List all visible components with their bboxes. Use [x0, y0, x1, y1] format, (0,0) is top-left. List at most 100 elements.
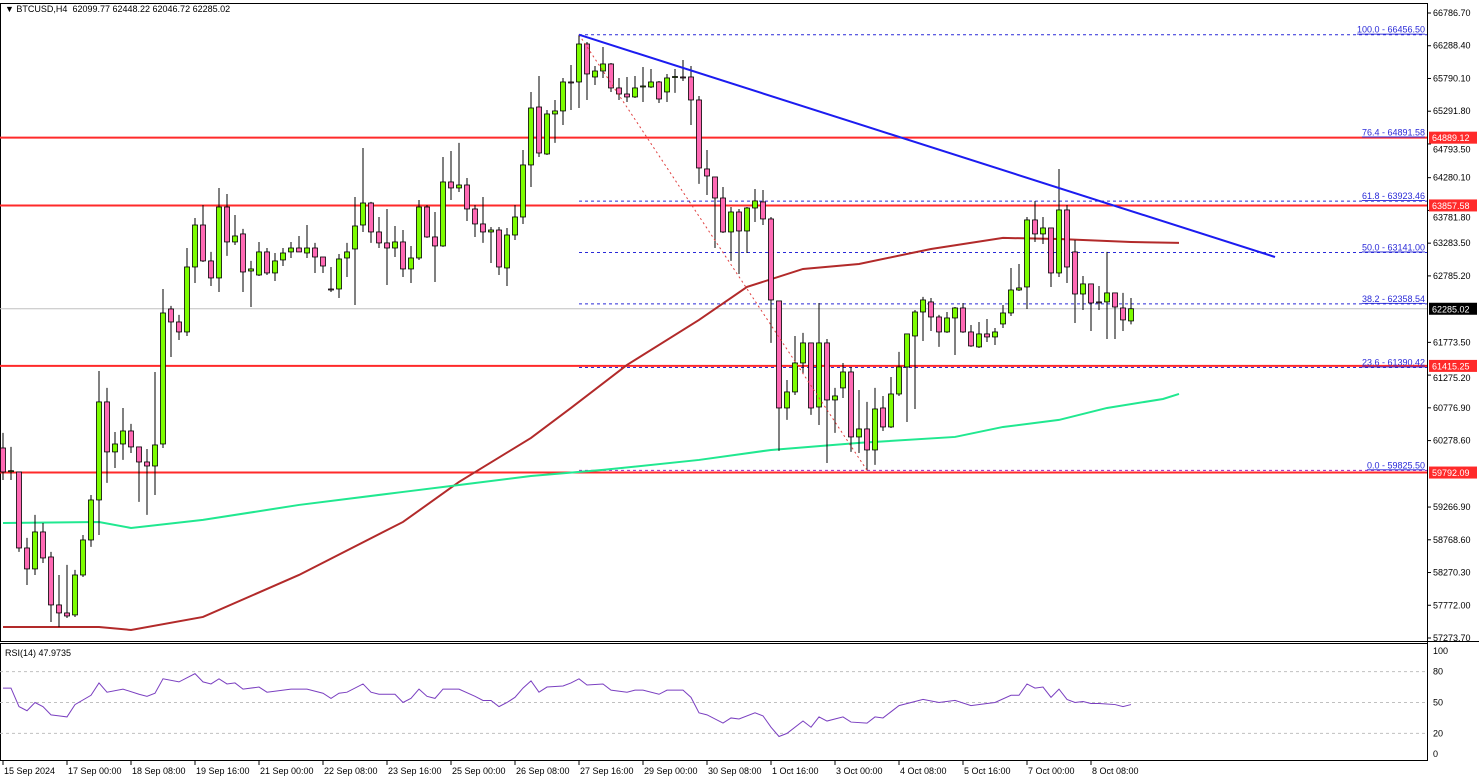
candle[interactable]: [1064, 204, 1070, 283]
candle[interactable]: [1120, 292, 1126, 331]
candle[interactable]: [728, 206, 734, 261]
candle[interactable]: [696, 95, 702, 184]
candle[interactable]: [64, 564, 70, 618]
candle[interactable]: [752, 188, 758, 222]
candle[interactable]: [184, 247, 190, 336]
candle[interactable]: [1104, 251, 1110, 339]
candle[interactable]: [1016, 263, 1022, 291]
candle[interactable]: [48, 551, 54, 622]
candle[interactable]: [40, 522, 46, 563]
candle[interactable]: [840, 362, 846, 398]
triangle-down-icon[interactable]: ▼: [5, 4, 17, 14]
candle[interactable]: [496, 226, 502, 275]
candle[interactable]: [168, 305, 174, 357]
candle[interactable]: [56, 574, 62, 627]
candle[interactable]: [336, 253, 342, 298]
candle[interactable]: [976, 321, 982, 348]
candle[interactable]: [280, 247, 286, 266]
candle[interactable]: [552, 99, 558, 143]
candle[interactable]: [72, 569, 78, 617]
candle[interactable]: [528, 91, 534, 187]
candle[interactable]: [144, 448, 150, 515]
candle[interactable]: [480, 196, 486, 243]
candle[interactable]: [24, 537, 30, 585]
candle[interactable]: [400, 229, 406, 277]
candle[interactable]: [896, 351, 902, 396]
candle[interactable]: [232, 214, 238, 245]
candle[interactable]: [312, 242, 318, 273]
candle[interactable]: [784, 379, 790, 420]
candle[interactable]: [744, 206, 750, 253]
candle[interactable]: [1000, 304, 1006, 328]
candle[interactable]: [488, 226, 494, 263]
candle[interactable]: [1032, 200, 1038, 242]
candle[interactable]: [936, 314, 942, 347]
fib-retracement-line[interactable]: [578, 34, 868, 471]
candle[interactable]: [592, 65, 598, 85]
candle[interactable]: [104, 387, 110, 483]
candle[interactable]: [424, 204, 430, 238]
candle[interactable]: [664, 73, 670, 102]
candle[interactable]: [32, 514, 38, 575]
candle[interactable]: [712, 176, 718, 248]
candle[interactable]: [1112, 292, 1118, 339]
candle[interactable]: [888, 376, 894, 428]
candle[interactable]: [352, 196, 358, 305]
candle[interactable]: [560, 77, 566, 125]
candle[interactable]: [856, 389, 862, 453]
candle[interactable]: [1128, 298, 1134, 325]
candle[interactable]: [128, 423, 134, 453]
candle[interactable]: [944, 311, 950, 333]
candle[interactable]: [504, 227, 510, 286]
candle[interactable]: [536, 75, 542, 157]
candle[interactable]: [272, 252, 278, 281]
candle[interactable]: [960, 302, 966, 333]
candle[interactable]: [520, 149, 526, 224]
candle[interactable]: [344, 242, 350, 277]
candle[interactable]: [824, 338, 830, 463]
candle[interactable]: [440, 156, 446, 247]
candle[interactable]: [1008, 267, 1014, 316]
candle[interactable]: [1088, 283, 1094, 331]
candle[interactable]: [600, 46, 606, 78]
candle[interactable]: [408, 245, 414, 283]
candle[interactable]: [1040, 216, 1046, 244]
candle[interactable]: [216, 187, 222, 292]
candle[interactable]: [1080, 275, 1086, 310]
candle[interactable]: [192, 217, 198, 283]
candle[interactable]: [864, 401, 870, 471]
candle[interactable]: [640, 66, 646, 102]
candle[interactable]: [816, 302, 822, 425]
candle[interactable]: [456, 142, 462, 192]
candle[interactable]: [952, 306, 958, 355]
trendline[interactable]: [578, 33, 1276, 258]
candle[interactable]: [912, 309, 918, 409]
candle[interactable]: [568, 64, 574, 110]
candle[interactable]: [648, 68, 654, 88]
candle[interactable]: [416, 199, 422, 260]
candle[interactable]: [576, 34, 582, 108]
candle[interactable]: [152, 371, 158, 495]
candle[interactable]: [736, 208, 742, 274]
candle[interactable]: [808, 342, 814, 415]
candle[interactable]: [832, 387, 838, 433]
candle[interactable]: [624, 76, 630, 102]
candle[interactable]: [240, 228, 246, 292]
candle[interactable]: [608, 62, 614, 92]
candle[interactable]: [256, 241, 262, 276]
candle[interactable]: [8, 446, 14, 480]
candle[interactable]: [176, 314, 182, 340]
candle[interactable]: [248, 260, 254, 307]
candle[interactable]: [80, 534, 86, 577]
candle[interactable]: [584, 41, 590, 100]
candle[interactable]: [880, 395, 886, 431]
candle[interactable]: [208, 251, 214, 286]
candle[interactable]: [800, 332, 806, 373]
candle[interactable]: [672, 68, 678, 93]
candle[interactable]: [720, 186, 726, 233]
candle[interactable]: [304, 224, 310, 258]
candle[interactable]: [224, 193, 230, 256]
candle[interactable]: [768, 216, 774, 343]
candle[interactable]: [776, 300, 782, 451]
